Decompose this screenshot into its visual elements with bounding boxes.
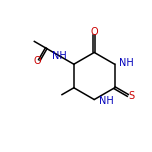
Text: O: O [34, 56, 41, 66]
Text: S: S [128, 91, 134, 101]
Text: NH: NH [119, 58, 134, 68]
Text: NH: NH [52, 51, 67, 61]
Text: O: O [90, 27, 98, 37]
Text: NH: NH [99, 96, 114, 106]
